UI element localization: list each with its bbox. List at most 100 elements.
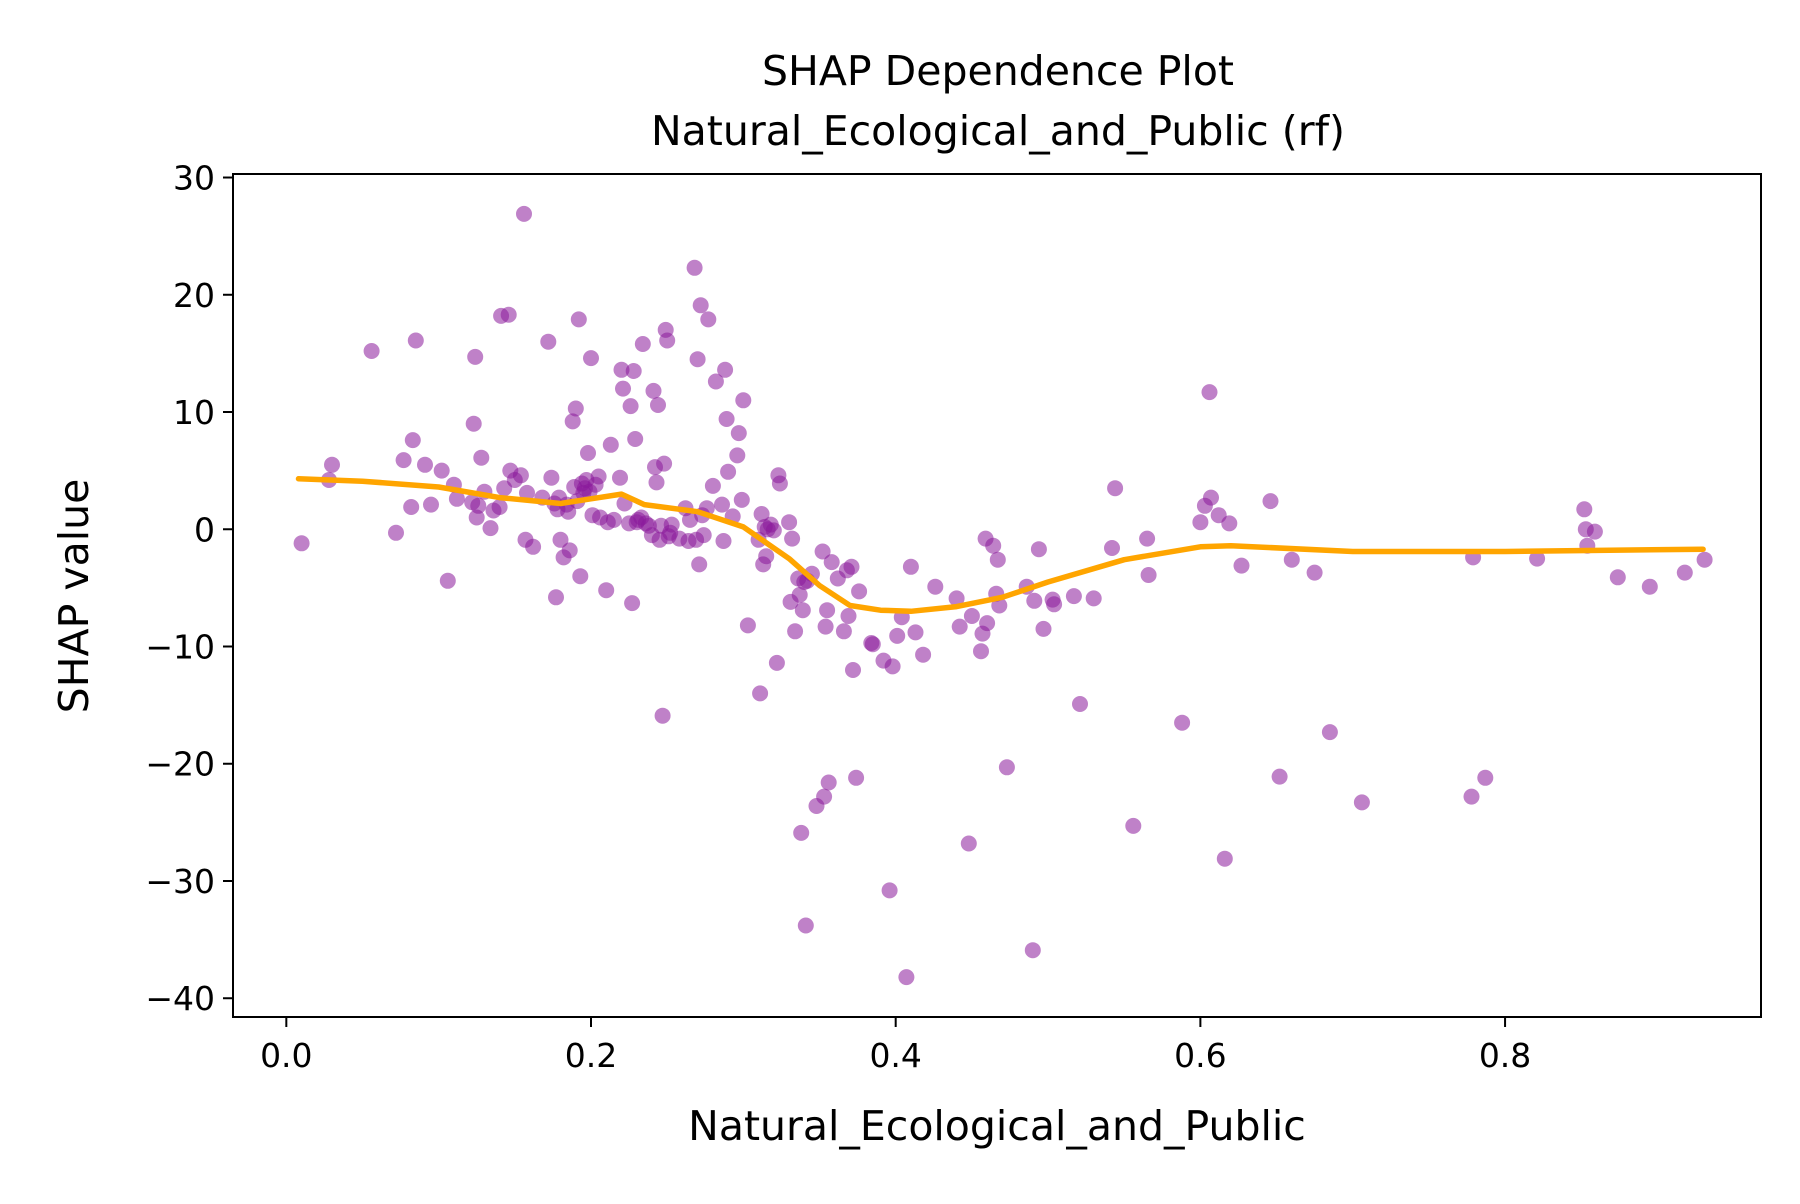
scatter-point <box>516 205 532 222</box>
scatter-point <box>598 582 615 599</box>
scatter-point <box>654 707 671 724</box>
scatter-point <box>1174 714 1191 731</box>
scatter-point <box>843 558 860 575</box>
scatter-point <box>293 535 310 552</box>
scatter-point <box>739 617 756 634</box>
scatter-point <box>525 538 542 555</box>
scatter-point <box>973 643 989 660</box>
scatter-point <box>835 623 852 640</box>
scatter-point <box>1353 794 1370 811</box>
scatter-point <box>689 351 706 368</box>
scatter-point <box>1046 596 1063 613</box>
scatter-point <box>814 543 831 560</box>
scatter-point <box>791 586 808 603</box>
scatter-point <box>417 456 433 473</box>
y-tick-label: 20 <box>173 276 215 315</box>
scatter-point <box>787 623 804 640</box>
scatter-point <box>1463 788 1480 805</box>
scatter-point <box>645 382 662 399</box>
scatter-point <box>784 530 801 547</box>
scatter-point <box>718 411 735 427</box>
scatter-point <box>622 398 639 415</box>
scatter-point <box>540 333 557 350</box>
scatter-point <box>423 496 439 513</box>
y-tick-label: 30 <box>173 159 215 198</box>
scatter-point <box>695 527 712 544</box>
scatter-point <box>1641 578 1658 595</box>
scatter-point <box>717 361 734 378</box>
scatter-point <box>473 449 490 466</box>
scatter-point <box>615 380 631 397</box>
scatter-point <box>663 516 680 533</box>
y-tick-label: −40 <box>145 979 215 1018</box>
plot-area <box>293 205 1713 986</box>
scatter-point <box>1107 480 1124 497</box>
y-tick-label: 0 <box>194 510 215 549</box>
scatter-point <box>613 361 630 378</box>
y-axis-ticks: 30 20 10 0 −10 −20 −30 −40 <box>145 159 233 1018</box>
scatter-point <box>951 618 968 635</box>
scatter-point <box>816 788 833 805</box>
scatter-point <box>1271 768 1288 785</box>
scatter-point <box>439 572 456 589</box>
scatter-point <box>707 373 724 390</box>
trend-line <box>295 476 1706 615</box>
scatter-point <box>989 551 1006 568</box>
scatter-point <box>634 336 651 352</box>
scatter-point <box>948 590 965 607</box>
scatter-point <box>648 474 665 491</box>
scatter-point <box>700 311 717 328</box>
scatter-point <box>752 685 769 702</box>
scatter-point <box>682 511 698 528</box>
y-axis-label: SHAP value <box>50 479 98 714</box>
scatter-point <box>548 589 564 606</box>
x-tick-label: 0.6 <box>1174 1036 1226 1075</box>
scatter-point <box>543 469 560 486</box>
scatter-point <box>1026 592 1043 609</box>
scatter-point <box>567 400 584 417</box>
scatter-point <box>583 350 599 367</box>
y-tick-label: 10 <box>173 393 215 432</box>
scatter-point <box>720 463 737 480</box>
scatter-point <box>817 618 834 635</box>
scatter-point <box>758 548 775 565</box>
x-axis-label: Natural_Ecological_and_Public <box>688 1102 1306 1150</box>
scatter-point <box>433 462 450 479</box>
scatter-point <box>512 467 529 484</box>
scatter-point <box>465 415 482 432</box>
scatter-point <box>625 363 642 379</box>
scatter-point <box>1696 551 1713 568</box>
scatter-point <box>864 636 881 653</box>
scatter-point <box>765 522 782 539</box>
scatter-point <box>998 759 1015 776</box>
scatter-point <box>605 511 622 528</box>
scatter-point <box>1283 551 1300 568</box>
scatter-point <box>1072 696 1088 712</box>
scatter-point <box>1216 850 1233 867</box>
scatter-point <box>735 392 752 409</box>
scatter-point <box>979 615 996 632</box>
scatter-point <box>733 491 750 508</box>
scatter-point <box>1085 590 1102 607</box>
scatter-point <box>627 431 644 447</box>
scatter-point <box>1306 564 1323 581</box>
scatter-point <box>482 520 499 537</box>
scatter-point <box>845 662 861 678</box>
scatter-point <box>1262 493 1279 510</box>
scatter-point <box>793 824 810 841</box>
y-tick-label: −20 <box>145 745 215 784</box>
scatter-point <box>1125 817 1142 834</box>
x-axis-ticks: 0.0 0.2 0.4 0.6 0.8 <box>260 1017 1531 1075</box>
scatter-point <box>580 445 596 461</box>
scatter-point <box>1576 501 1593 518</box>
scatter-point <box>691 556 708 573</box>
scatter-point <box>840 608 857 624</box>
scatter-point <box>823 554 840 571</box>
scatter-point <box>363 343 380 359</box>
scatter-point <box>1676 564 1693 581</box>
scatter-point <box>1586 523 1603 540</box>
scatter-point <box>1192 514 1209 531</box>
